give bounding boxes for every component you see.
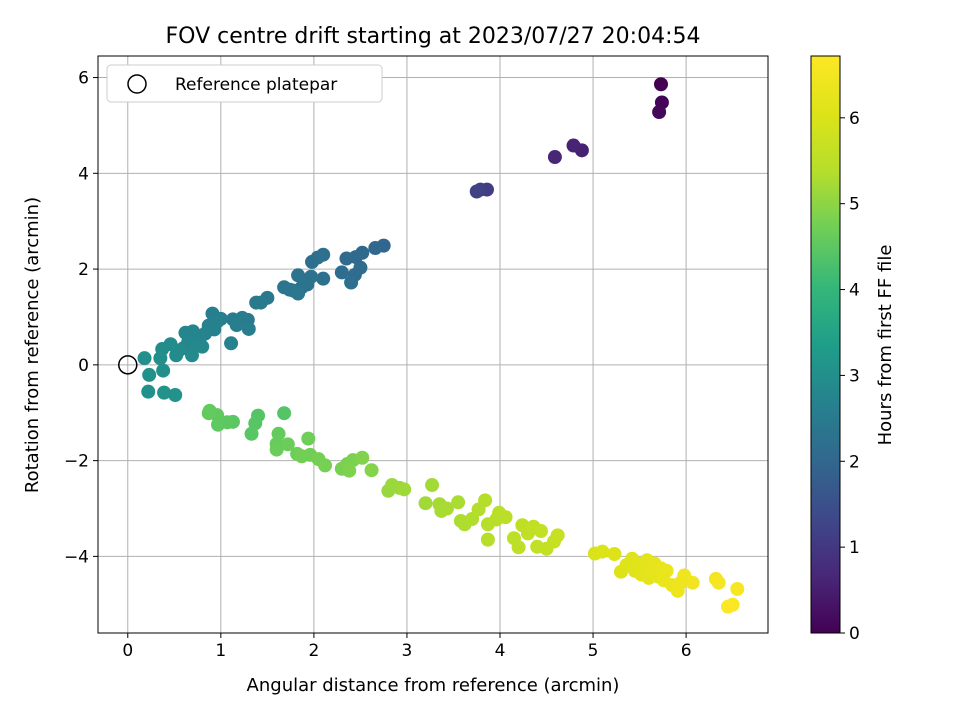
data-point (498, 510, 513, 525)
data-point (316, 271, 331, 286)
colorbar-tick-label: 0 (849, 624, 860, 644)
data-point (368, 241, 383, 256)
data-point (478, 493, 493, 508)
colorbar-tick-label: 6 (849, 109, 860, 129)
data-point (653, 77, 668, 92)
plot-frame (97, 55, 769, 634)
data-point (566, 138, 581, 153)
data-point (318, 458, 333, 473)
x-tick-label: 6 (681, 641, 692, 661)
data-point (142, 367, 157, 382)
data-point (418, 496, 433, 511)
data-point (659, 563, 674, 578)
colorbar-label: Hours from first FF file (875, 245, 896, 446)
data-point (195, 339, 210, 354)
data-point (480, 532, 495, 547)
legend-box (106, 64, 383, 103)
colorbar-ticks: 0 1 2 3 4 5 6 (840, 109, 860, 644)
y-tick-label: 0 (78, 356, 89, 376)
data-point (280, 437, 295, 452)
data-point (711, 575, 726, 590)
data-point (550, 528, 565, 543)
x-axis-ticks: 0 1 2 3 4 5 6 (122, 633, 692, 661)
y-tick-label: 6 (78, 69, 89, 89)
data-point (451, 495, 466, 510)
x-tick-label: 1 (215, 641, 226, 661)
data-point (224, 336, 239, 351)
data-point (339, 251, 354, 266)
x-tick-label: 0 (122, 641, 133, 661)
chart-title: FOV centre drift starting at 2023/07/27 … (166, 24, 701, 49)
data-point (425, 478, 440, 493)
data-point (595, 544, 610, 559)
data-point (342, 463, 357, 478)
x-tick-label: 3 (402, 641, 413, 661)
colorbar-tick-label: 5 (849, 195, 860, 215)
y-axis-ticks: −4 −2 0 2 4 6 (64, 69, 98, 567)
data-point (291, 268, 306, 283)
data-point (533, 524, 548, 539)
scatter-points (137, 77, 745, 614)
legend-label: Reference platepar (175, 75, 337, 95)
x-tick-label: 5 (588, 641, 599, 661)
colorbar-gradient (810, 55, 841, 634)
data-point (294, 449, 309, 464)
data-point (291, 286, 306, 301)
data-point (334, 265, 349, 280)
data-point (469, 184, 484, 199)
data-point (730, 581, 745, 596)
data-point (229, 318, 244, 333)
colorbar-tick-label: 2 (849, 452, 860, 472)
legend-marker (127, 74, 147, 94)
y-tick-label: −4 (64, 547, 89, 567)
data-point (184, 348, 199, 363)
colorbar-tick-label: 1 (849, 538, 860, 558)
data-point (301, 431, 316, 446)
x-axis-label: Angular distance from reference (arcmin) (247, 675, 620, 696)
colorbar-tick-label: 4 (849, 281, 860, 301)
y-tick-label: −2 (64, 452, 89, 472)
data-point (547, 150, 562, 165)
colorbar: 0 1 2 3 4 5 6 Hours from first FF file (810, 55, 896, 644)
data-point (269, 442, 284, 457)
data-point (248, 416, 263, 431)
data-point (305, 254, 320, 269)
data-point (153, 351, 168, 366)
data-point (169, 348, 184, 363)
data-point (241, 321, 256, 336)
data-point (156, 363, 171, 378)
data-point (277, 406, 292, 421)
y-tick-label: 4 (78, 164, 89, 184)
colorbar-tick-label: 3 (849, 366, 860, 386)
data-point (168, 388, 183, 403)
x-tick-label: 4 (495, 641, 506, 661)
grid-lines (98, 56, 768, 633)
data-point (201, 406, 216, 421)
data-point (685, 575, 700, 590)
data-point (607, 546, 622, 561)
y-tick-label: 2 (78, 260, 89, 280)
data-point (720, 599, 735, 614)
data-point (249, 295, 264, 310)
legend: Reference platepar (106, 64, 383, 103)
data-point (364, 463, 379, 478)
data-point (137, 351, 152, 366)
data-point (652, 105, 667, 120)
data-point (439, 501, 454, 516)
data-point (397, 482, 412, 497)
data-point (244, 426, 259, 441)
reference-marker (118, 355, 138, 375)
data-point (511, 540, 526, 555)
x-tick-label: 2 (308, 641, 319, 661)
data-point (141, 384, 156, 399)
data-point (157, 385, 172, 400)
data-point (344, 275, 359, 290)
y-axis-label: Rotation from reference (arcmin) (22, 197, 43, 493)
data-point (355, 450, 370, 465)
